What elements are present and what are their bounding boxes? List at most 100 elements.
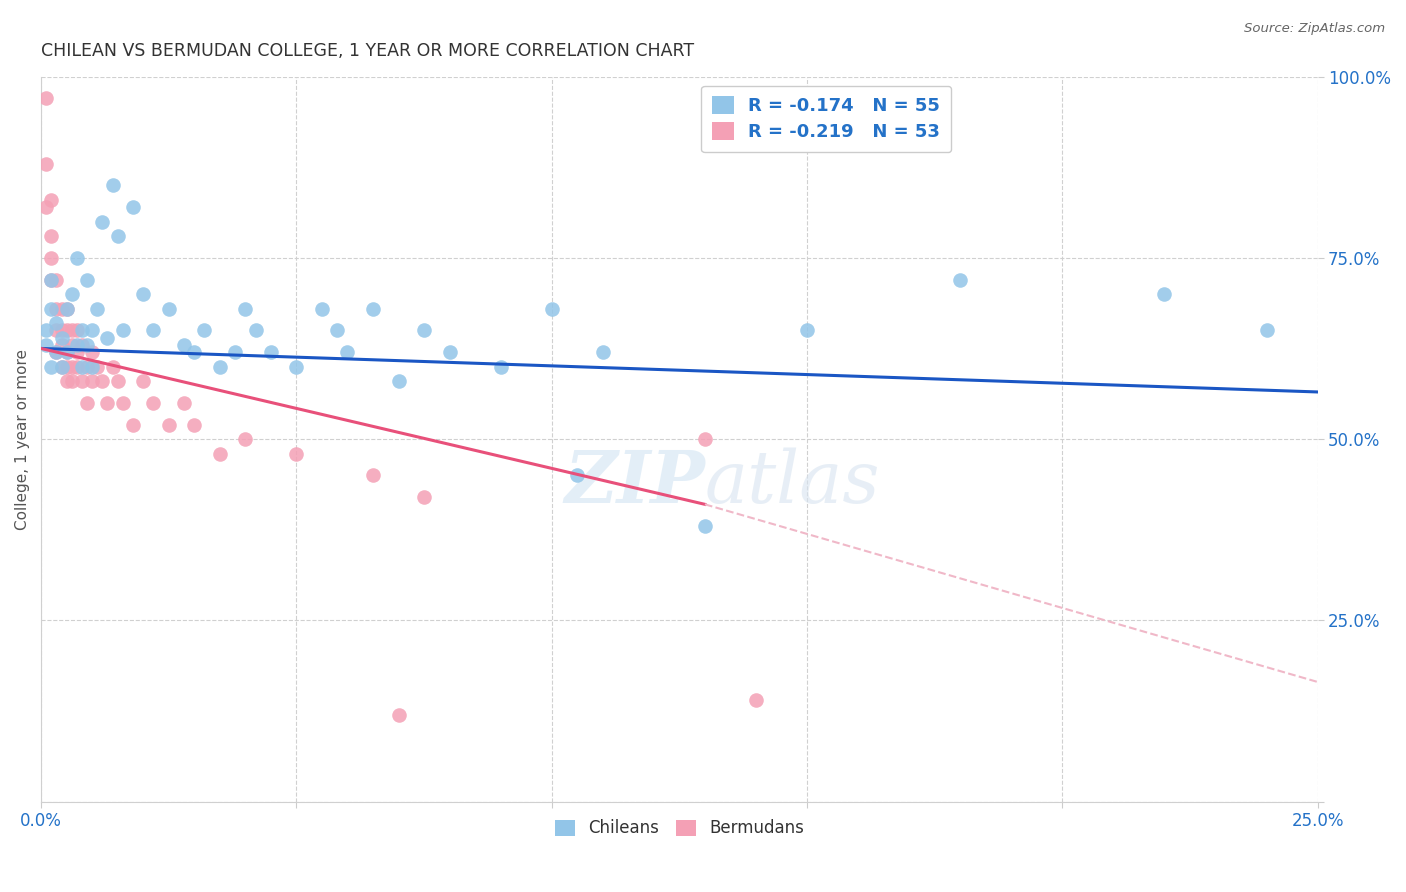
Point [51,330,73,344]
Point [1153,287,1175,301]
Point [101,359,124,374]
Point [439,345,461,359]
Point [122,417,145,432]
Point [233,301,256,316]
Point [55,345,77,359]
Point [51,338,73,352]
Point [66,251,89,265]
Point [82,345,104,359]
Point [60,359,83,374]
Point [285,359,308,374]
Text: CHILEAN VS BERMUDAN COLLEGE, 1 YEAR OR MORE CORRELATION CHART: CHILEAN VS BERMUDAN COLLEGE, 1 YEAR OR M… [41,42,695,60]
Point [60,374,83,388]
Point [70,359,93,374]
Point [96,330,118,344]
Point [157,417,180,432]
Point [66,323,89,337]
Point [122,200,145,214]
Point [361,301,384,316]
Point [55,301,77,316]
Point [86,359,108,374]
Point [41,251,63,265]
Point [91,374,114,388]
Point [60,338,83,352]
Point [70,323,93,337]
Point [311,301,333,316]
Point [35,91,58,105]
Text: ZIP: ZIP [564,447,704,518]
Point [224,345,246,359]
Point [35,323,58,337]
Point [387,707,409,722]
Point [82,374,104,388]
Point [949,272,972,286]
Point [70,338,93,352]
Point [45,301,67,316]
Point [567,468,589,483]
Text: atlas: atlas [704,447,880,518]
Text: Source: ZipAtlas.com: Source: ZipAtlas.com [1244,22,1385,36]
Point [82,323,104,337]
Point [41,193,63,207]
Point [51,301,73,316]
Point [35,200,58,214]
Point [60,323,83,337]
Point [76,359,98,374]
Point [66,359,89,374]
Point [413,323,436,337]
Point [693,519,716,533]
Point [142,323,165,337]
Point [107,374,129,388]
Point [336,345,359,359]
Point [41,272,63,286]
Point [245,323,267,337]
Point [45,323,67,337]
Point [55,359,77,374]
Point [183,345,205,359]
Point [260,345,283,359]
Point [693,432,716,446]
Point [233,432,256,446]
Point [326,323,349,337]
Point [413,490,436,504]
Y-axis label: College, 1 year or more: College, 1 year or more [15,349,30,530]
Point [208,447,231,461]
Point [173,396,195,410]
Point [41,301,63,316]
Point [55,323,77,337]
Point [745,693,768,707]
Point [82,359,104,374]
Point [45,345,67,359]
Point [592,345,614,359]
Point [183,417,205,432]
Point [540,301,562,316]
Point [387,374,409,388]
Point [55,345,77,359]
Point [285,447,308,461]
Point [111,323,134,337]
Point [157,301,180,316]
Point [35,338,58,352]
Point [45,272,67,286]
Point [55,301,77,316]
Point [60,287,83,301]
Point [45,345,67,359]
Point [41,359,63,374]
Point [51,359,73,374]
Point [41,272,63,286]
Point [41,229,63,244]
Point [76,338,98,352]
Point [132,374,155,388]
Point [142,396,165,410]
Point [132,287,155,301]
Point [66,338,89,352]
Point [70,374,93,388]
Point [111,396,134,410]
Point [51,359,73,374]
Point [361,468,384,483]
Point [107,229,129,244]
Point [86,301,108,316]
Point [66,345,89,359]
Point [76,396,98,410]
Legend: Chileans, Bermudans: Chileans, Bermudans [548,813,810,844]
